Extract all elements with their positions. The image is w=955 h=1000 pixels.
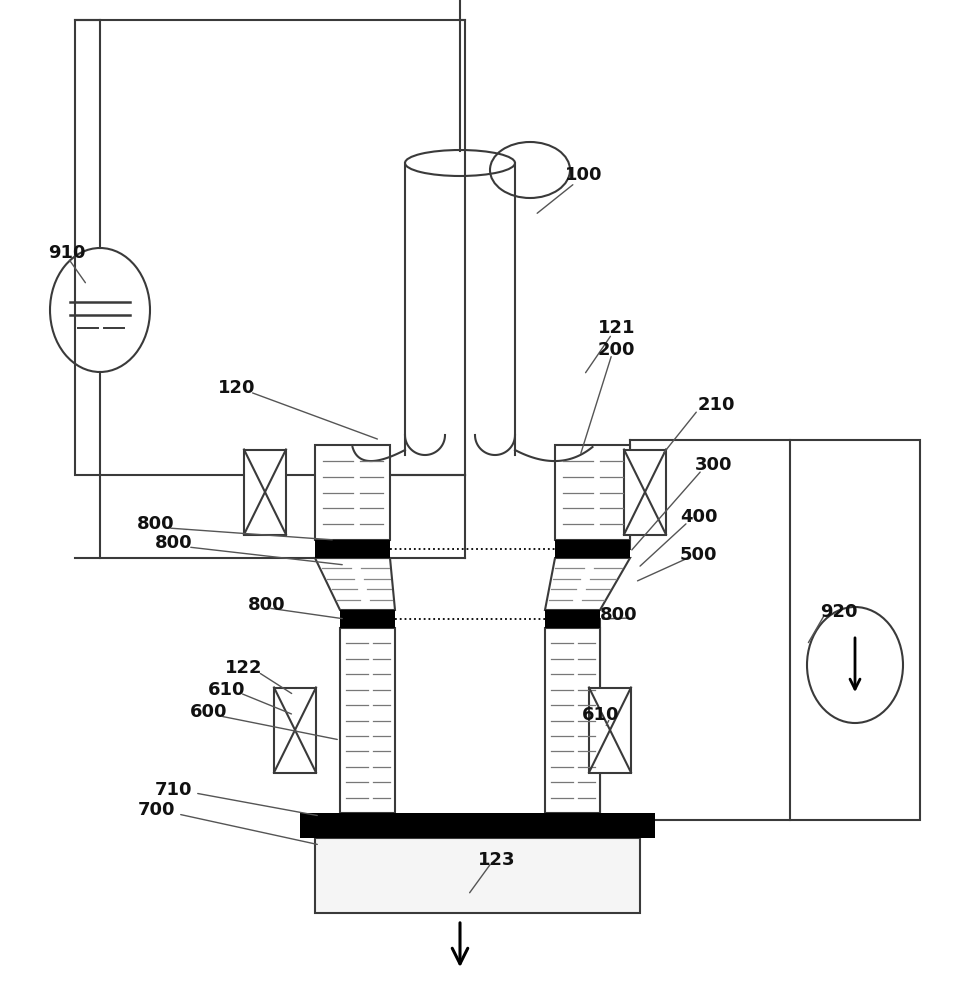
Text: 600: 600	[190, 703, 227, 721]
Text: 120: 120	[218, 379, 256, 397]
Bar	[555, 540, 630, 558]
Bar	[555, 445, 630, 540]
Text: 121: 121	[598, 319, 635, 337]
Text: 710: 710	[155, 781, 193, 799]
Text: 800: 800	[137, 515, 175, 533]
Text: 700: 700	[138, 801, 176, 819]
Bar	[244, 450, 286, 534]
Text: 122: 122	[225, 659, 263, 677]
Polygon shape	[315, 558, 395, 610]
Bar	[624, 450, 666, 534]
Bar	[545, 610, 600, 628]
Polygon shape	[545, 558, 630, 610]
Text: 920: 920	[820, 603, 858, 621]
Text: 210: 210	[698, 396, 735, 414]
Text: 123: 123	[478, 851, 516, 869]
Text: 200: 200	[598, 341, 635, 359]
Bar	[340, 628, 395, 813]
Bar	[274, 688, 316, 772]
Bar	[315, 445, 390, 540]
Text: 610: 610	[582, 706, 620, 724]
Text: 800: 800	[155, 534, 193, 552]
Text: 800: 800	[248, 596, 286, 614]
Text: 500: 500	[680, 546, 717, 564]
Text: 800: 800	[600, 606, 638, 624]
Text: 100: 100	[565, 166, 603, 184]
Text: 300: 300	[695, 456, 732, 474]
Bar	[315, 838, 640, 913]
Bar	[300, 813, 655, 838]
Bar	[545, 628, 600, 813]
Bar	[790, 440, 920, 820]
Text: 910: 910	[48, 244, 86, 262]
Text: 400: 400	[680, 508, 717, 526]
Bar	[75, 20, 465, 475]
Bar	[315, 540, 390, 558]
Text: 610: 610	[208, 681, 245, 699]
Bar	[589, 688, 631, 772]
Bar	[340, 610, 395, 628]
